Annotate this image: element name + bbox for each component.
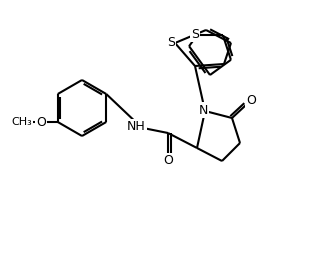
Text: NH: NH [127,120,145,134]
Text: S: S [167,36,175,48]
Text: O: O [36,115,46,129]
Text: O: O [246,94,256,108]
Text: CH₃: CH₃ [11,117,32,127]
Text: O: O [163,154,173,168]
Text: N: N [198,104,208,117]
Text: S: S [191,28,199,41]
